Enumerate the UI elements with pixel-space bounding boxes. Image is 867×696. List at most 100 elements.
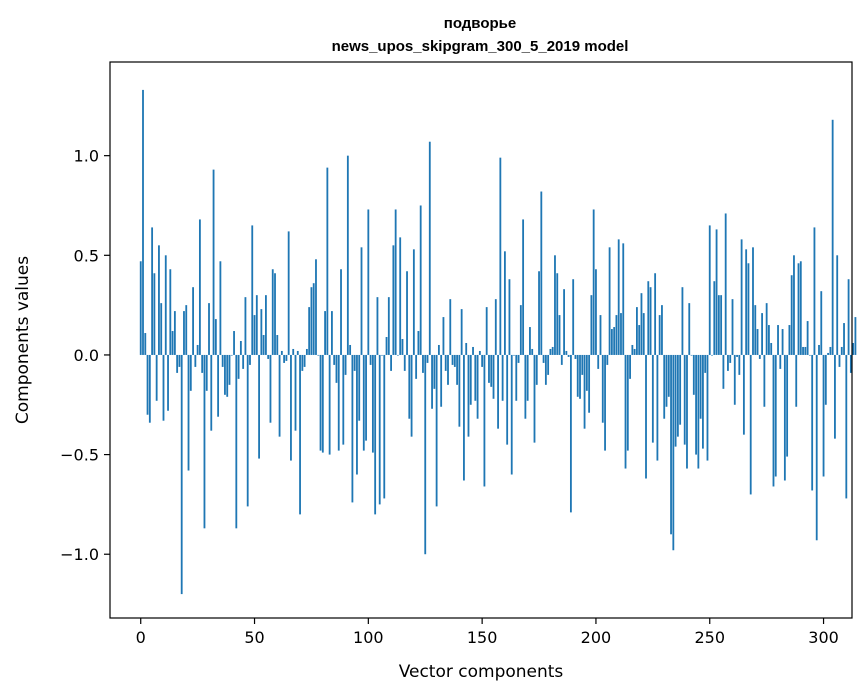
bar-80 [321, 354, 324, 453]
bar-188 [567, 354, 570, 357]
bar-186 [563, 289, 565, 355]
bar-289 [797, 263, 800, 355]
bar-221 [642, 313, 645, 355]
bar-241 [688, 303, 691, 355]
bar-47 [246, 354, 249, 507]
bar-183 [556, 273, 559, 355]
bar-202 [599, 315, 602, 355]
bar-19 [183, 311, 185, 355]
chart-title: подворье [444, 15, 516, 32]
bar-76 [312, 283, 315, 355]
bar-149 [478, 350, 481, 355]
bar-155 [492, 354, 495, 399]
y-axis-label: Components values [13, 256, 33, 424]
bar-17 [178, 354, 181, 367]
bar-196 [585, 354, 588, 391]
bar-184 [558, 315, 561, 355]
bar-65 [287, 231, 290, 355]
bar-173 [533, 354, 536, 443]
bar-13 [169, 269, 172, 355]
bar-237 [679, 354, 682, 425]
bar-26 [198, 219, 201, 355]
bar-93 [351, 354, 354, 503]
bar-307 [838, 354, 841, 367]
bar-255 [720, 295, 723, 355]
bar-305 [834, 354, 836, 439]
bar-172 [531, 348, 534, 355]
bar-1 [142, 89, 144, 355]
bar-95 [356, 354, 358, 475]
bar-191 [574, 354, 577, 359]
x-tick-label-250: 250 [694, 628, 725, 647]
bar-84 [331, 311, 333, 355]
bar-220 [640, 293, 643, 355]
bar-243 [692, 354, 695, 395]
bar-232 [667, 354, 670, 397]
bar-22 [189, 354, 192, 391]
x-tick-label-100: 100 [353, 628, 384, 647]
bar-33 [214, 319, 217, 355]
bar-251 [711, 354, 713, 356]
bar-238 [681, 287, 684, 355]
bar-130 [435, 354, 438, 507]
bar-107 [383, 354, 386, 499]
bar-290 [799, 261, 802, 355]
bar-197 [588, 354, 591, 413]
bar-281 [779, 354, 782, 369]
bar-228 [658, 315, 661, 355]
bar-164 [513, 354, 515, 356]
bar-259 [729, 354, 732, 363]
bar-23 [192, 287, 194, 355]
bar-72 [303, 354, 306, 367]
bar-136 [449, 299, 452, 355]
bar-18 [180, 354, 183, 595]
bar-144 [467, 354, 470, 437]
bar-198 [590, 295, 593, 355]
bar-114 [399, 237, 402, 355]
bar-283 [783, 354, 786, 481]
bar-192 [576, 354, 579, 397]
bar-297 [815, 354, 818, 541]
bar-269 [752, 247, 754, 355]
bar-209 [615, 315, 618, 355]
bar-165 [515, 354, 518, 401]
bar-96 [358, 354, 361, 421]
bar-64 [285, 354, 288, 361]
bar-303 [829, 346, 832, 355]
bar-135 [447, 354, 449, 385]
bar-207 [610, 329, 613, 355]
x-tick-label-300: 300 [808, 628, 839, 647]
bar-311 [847, 279, 850, 355]
bar-128 [431, 354, 433, 409]
bar-236 [676, 354, 679, 437]
bar-253 [715, 229, 718, 355]
bar-78 [317, 354, 320, 356]
bar-268 [749, 354, 752, 495]
bar-178 [544, 354, 547, 385]
bar-274 [763, 354, 766, 407]
bar-280 [777, 325, 779, 355]
bar-5 [151, 227, 154, 355]
bar-30 [208, 303, 210, 355]
bar-282 [781, 329, 784, 355]
bar-147 [474, 354, 477, 401]
bar-37 [224, 354, 226, 395]
bar-271 [756, 329, 759, 355]
bar-49 [251, 225, 254, 355]
bar-42 [235, 354, 238, 529]
bar-181 [551, 346, 554, 355]
bar-118 [408, 354, 411, 419]
bar-195 [583, 354, 586, 429]
bar-146 [472, 346, 474, 355]
bar-249 [706, 354, 709, 461]
bar-235 [674, 354, 677, 447]
bar-200 [595, 269, 597, 355]
bar-230 [663, 354, 666, 419]
bar-98 [362, 354, 365, 451]
bar-79 [319, 354, 322, 451]
bar-219 [638, 325, 641, 355]
bar-3 [146, 354, 149, 415]
bar-119 [410, 354, 413, 437]
bar-193 [579, 354, 581, 399]
bar-266 [745, 249, 748, 355]
